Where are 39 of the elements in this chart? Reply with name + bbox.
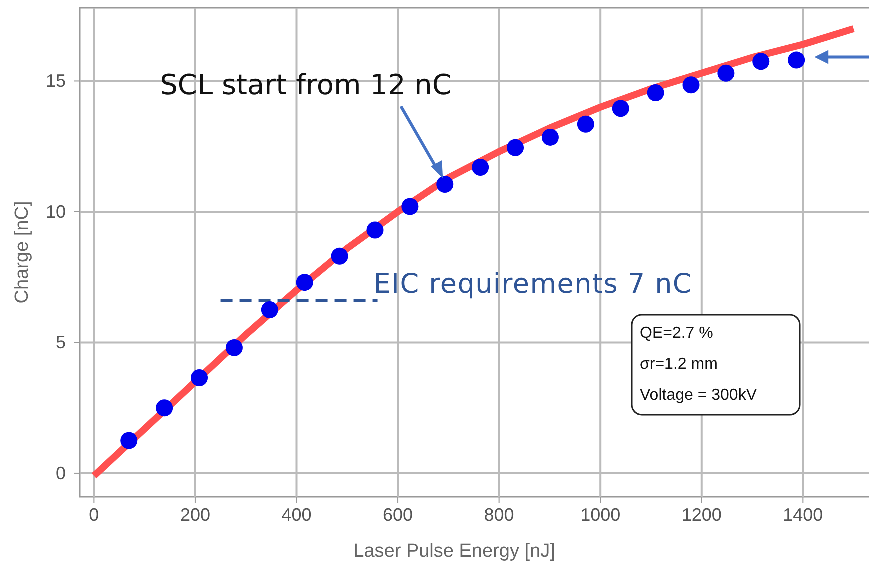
x-tick-label: 200	[180, 505, 210, 525]
y-tick-label: 0	[56, 463, 66, 484]
point	[402, 198, 419, 216]
y-tick-label: 5	[56, 332, 66, 353]
x-tick-label: 400	[282, 505, 312, 525]
annotation: EIC requirements 7 nC	[374, 268, 692, 300]
point	[296, 274, 314, 292]
point	[156, 400, 174, 417]
point	[612, 100, 630, 118]
point	[507, 139, 524, 156]
point	[436, 176, 454, 194]
point	[191, 370, 208, 387]
point	[120, 432, 138, 450]
point	[647, 84, 664, 102]
y-axis-title: Charge [nC]	[12, 201, 33, 304]
annotation: QE=2.7 %	[640, 325, 714, 342]
x-tick-label: 800	[484, 505, 514, 525]
point	[542, 128, 559, 146]
x-tick-label: 600	[383, 505, 414, 525]
x-tick-label: 1400	[783, 505, 824, 525]
y-tick-label: 15	[46, 71, 66, 92]
x-tick-label: 1200	[682, 505, 722, 525]
point	[577, 116, 594, 133]
x-axis-title: Laser Pulse Energy [nJ]	[354, 541, 556, 562]
annotation: Voltage = 300kV	[640, 387, 758, 404]
point	[472, 159, 490, 176]
point	[261, 302, 278, 319]
point	[366, 222, 384, 239]
point	[752, 53, 770, 70]
point	[788, 52, 806, 69]
point	[682, 76, 700, 94]
annotation: SCL start from 12 nC	[160, 68, 452, 102]
annotation: σr=1.2 mm	[640, 356, 718, 373]
point	[718, 64, 735, 82]
x-tick-label: 0	[89, 505, 100, 525]
point	[226, 339, 243, 356]
y-tick-label: 10	[46, 202, 66, 222]
x-tick-label: 1000	[580, 505, 621, 525]
point	[331, 248, 348, 265]
